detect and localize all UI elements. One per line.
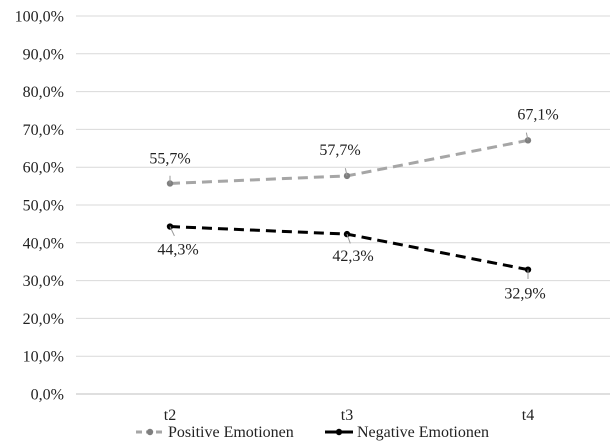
data-label: 55,7% <box>149 150 190 167</box>
legend-marker <box>146 428 154 436</box>
y-tick-label: 40,0% <box>23 235 64 252</box>
legend-label: Positive Emotionen <box>168 424 294 441</box>
series-group: 55,7% 57,7% 67,1% 44,3% 42,3% 32,9% <box>149 106 558 302</box>
data-label: 44,3% <box>157 242 198 259</box>
label-leader <box>525 132 529 141</box>
y-tick-label: 30,0% <box>23 273 64 290</box>
label-leader <box>344 168 348 176</box>
y-tick-label: 90,0% <box>23 46 64 63</box>
label-leader <box>169 226 175 237</box>
x-axis: t2 t3 t4 <box>164 407 534 424</box>
legend: Positive Emotionen Negative Emotionen <box>136 424 489 441</box>
data-label: 42,3% <box>332 248 373 265</box>
y-tick-label: 70,0% <box>23 122 64 139</box>
y-tick-label: 10,0% <box>23 349 64 366</box>
legend-marker <box>335 428 343 436</box>
series-positive: 55,7% 57,7% 67,1% <box>149 106 559 187</box>
y-tick-label: 20,0% <box>23 311 64 328</box>
legend-item: Positive Emotionen <box>136 424 294 441</box>
data-label: 67,1% <box>517 106 558 123</box>
data-label: 57,7% <box>319 142 360 159</box>
x-tick-label: t4 <box>522 407 534 424</box>
y-tick-label: 0,0% <box>31 387 64 404</box>
data-label: 32,9% <box>504 286 545 303</box>
legend-label: Negative Emotionen <box>357 424 489 441</box>
grid-lines <box>76 15 610 395</box>
series-negative: 44,3% 42,3% 32,9% <box>157 223 546 303</box>
x-tick-label: t2 <box>164 407 176 424</box>
label-leader <box>346 233 351 244</box>
y-tick-label: 50,0% <box>23 198 64 215</box>
y-tick-label: 80,0% <box>23 84 64 101</box>
x-tick-label: t3 <box>341 407 353 424</box>
legend-item: Negative Emotionen <box>325 424 489 441</box>
y-tick-label: 100,0% <box>15 9 64 26</box>
y-axis: 0,0% 10,0% 20,0% 30,0% 40,0% 50,0% 60,0% 70,0% 8… <box>15 9 64 404</box>
y-tick-label: 60,0% <box>23 160 64 177</box>
